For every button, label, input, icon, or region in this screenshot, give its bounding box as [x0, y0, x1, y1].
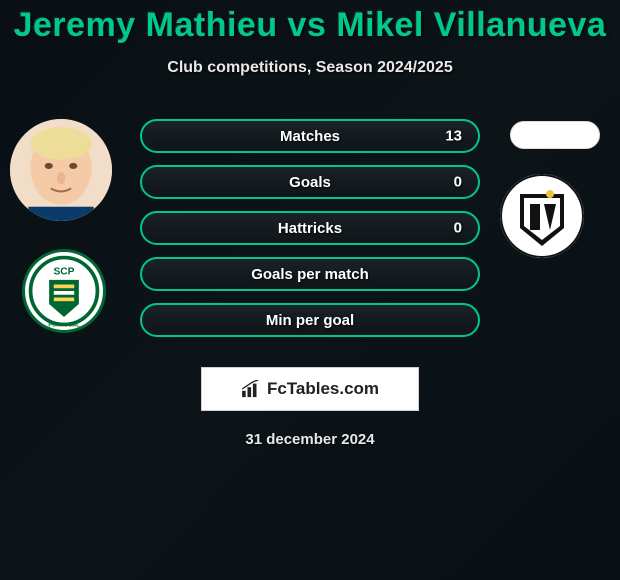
comparison-card: Jeremy Mathieu vs Mikel Villanueva Club … [0, 0, 620, 448]
brand-text: FcTables.com [267, 379, 379, 399]
stat-row-goals-per-match: Goals per match [140, 257, 480, 291]
stat-label: Hattricks [278, 220, 342, 237]
main-row: SCP PORTUGAL Matches 13 Goals 0 Hattrick… [0, 119, 620, 349]
stat-value-right: 0 [454, 220, 462, 237]
stat-label: Min per goal [266, 312, 354, 329]
stat-value-right: 0 [454, 174, 462, 191]
stat-row-matches: Matches 13 [140, 119, 480, 153]
right-player-column [500, 119, 610, 349]
stat-label: Matches [280, 128, 340, 145]
stat-label: Goals per match [251, 266, 369, 283]
date-text: 31 december 2024 [0, 431, 620, 448]
stats-column: Matches 13 Goals 0 Hattricks 0 Goals per… [140, 119, 480, 337]
stat-row-min-per-goal: Min per goal [140, 303, 480, 337]
club-badge-left: SCP PORTUGAL [22, 249, 106, 333]
svg-text:SCP: SCP [54, 266, 75, 277]
brand-box[interactable]: FcTables.com [201, 367, 419, 411]
scp-badge-icon: SCP PORTUGAL [25, 252, 103, 330]
player-right-photo [510, 121, 600, 149]
stat-value-right: 13 [445, 128, 462, 145]
club-badge-right [500, 174, 584, 258]
stat-row-hattricks: Hattricks 0 [140, 211, 480, 245]
face-placeholder-icon [10, 119, 112, 221]
bar-chart-icon [241, 380, 263, 398]
left-player-column: SCP PORTUGAL [10, 119, 120, 349]
player-left-photo [10, 119, 112, 221]
stat-row-goals: Goals 0 [140, 165, 480, 199]
stat-label: Goals [289, 174, 331, 191]
subtitle: Club competitions, Season 2024/2025 [0, 59, 620, 77]
svg-text:PORTUGAL: PORTUGAL [48, 322, 80, 328]
vitoria-badge-icon [500, 174, 584, 258]
title: Jeremy Mathieu vs Mikel Villanueva [0, 6, 620, 45]
